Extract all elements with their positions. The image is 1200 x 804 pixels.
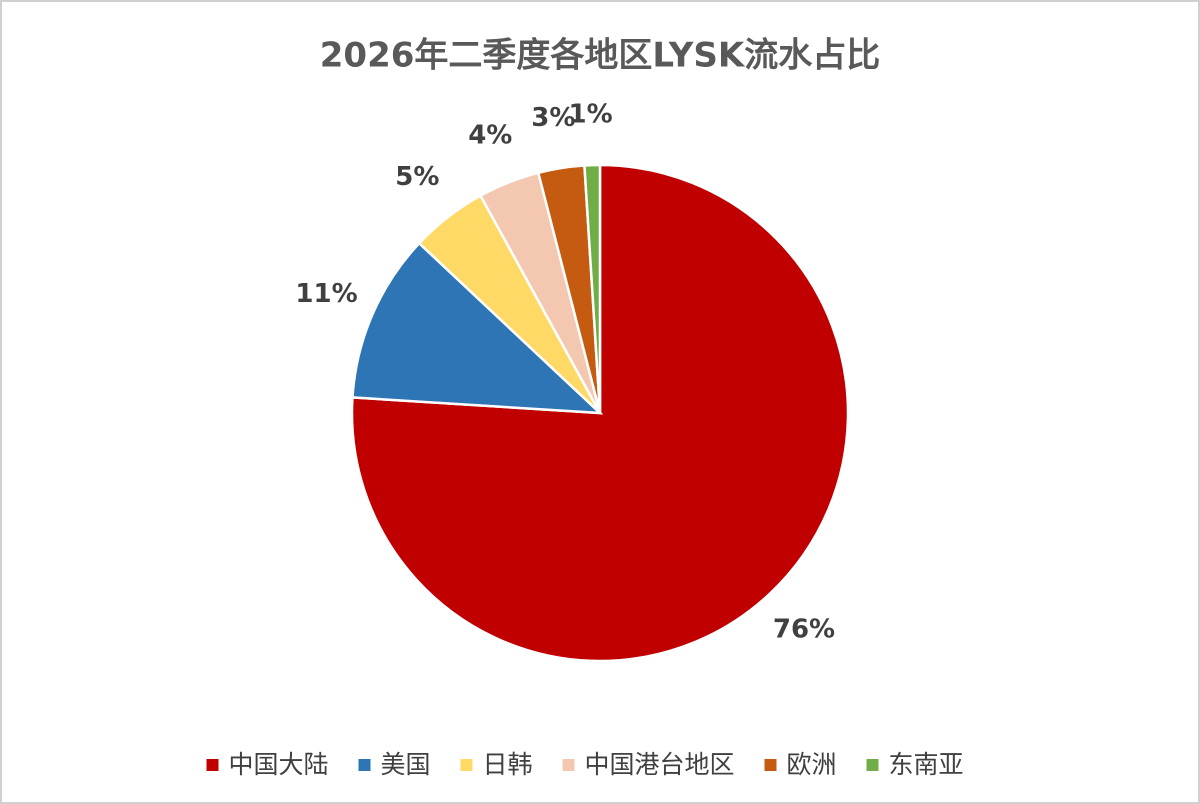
pie-slice: [351, 241, 604, 415]
legend-label: 美国: [381, 750, 431, 779]
data-label: 76%: [773, 615, 835, 645]
legend-swatch: [358, 759, 371, 771]
data-label: 5%: [395, 162, 439, 192]
data-label: 1%: [569, 100, 613, 130]
pie-slice: [583, 163, 602, 414]
legend-label: 东南亚: [889, 750, 964, 779]
legend-label: 中国大陆: [229, 750, 329, 779]
legend-swatch: [460, 759, 473, 771]
legend-label: 日韩: [483, 750, 533, 779]
legend-swatch: [206, 759, 219, 771]
legend-swatch: [866, 759, 879, 771]
legend-label: 欧洲: [787, 750, 837, 779]
chart-title: 2026年二季度各地区LYSK流水占比: [320, 36, 880, 76]
legend-swatch: [562, 759, 575, 771]
data-label: 4%: [468, 120, 512, 150]
data-label: 3%: [531, 103, 575, 133]
legend-label: 中国港台地区: [585, 750, 735, 779]
data-label: 11%: [295, 279, 357, 309]
legend-swatch: [764, 759, 777, 771]
